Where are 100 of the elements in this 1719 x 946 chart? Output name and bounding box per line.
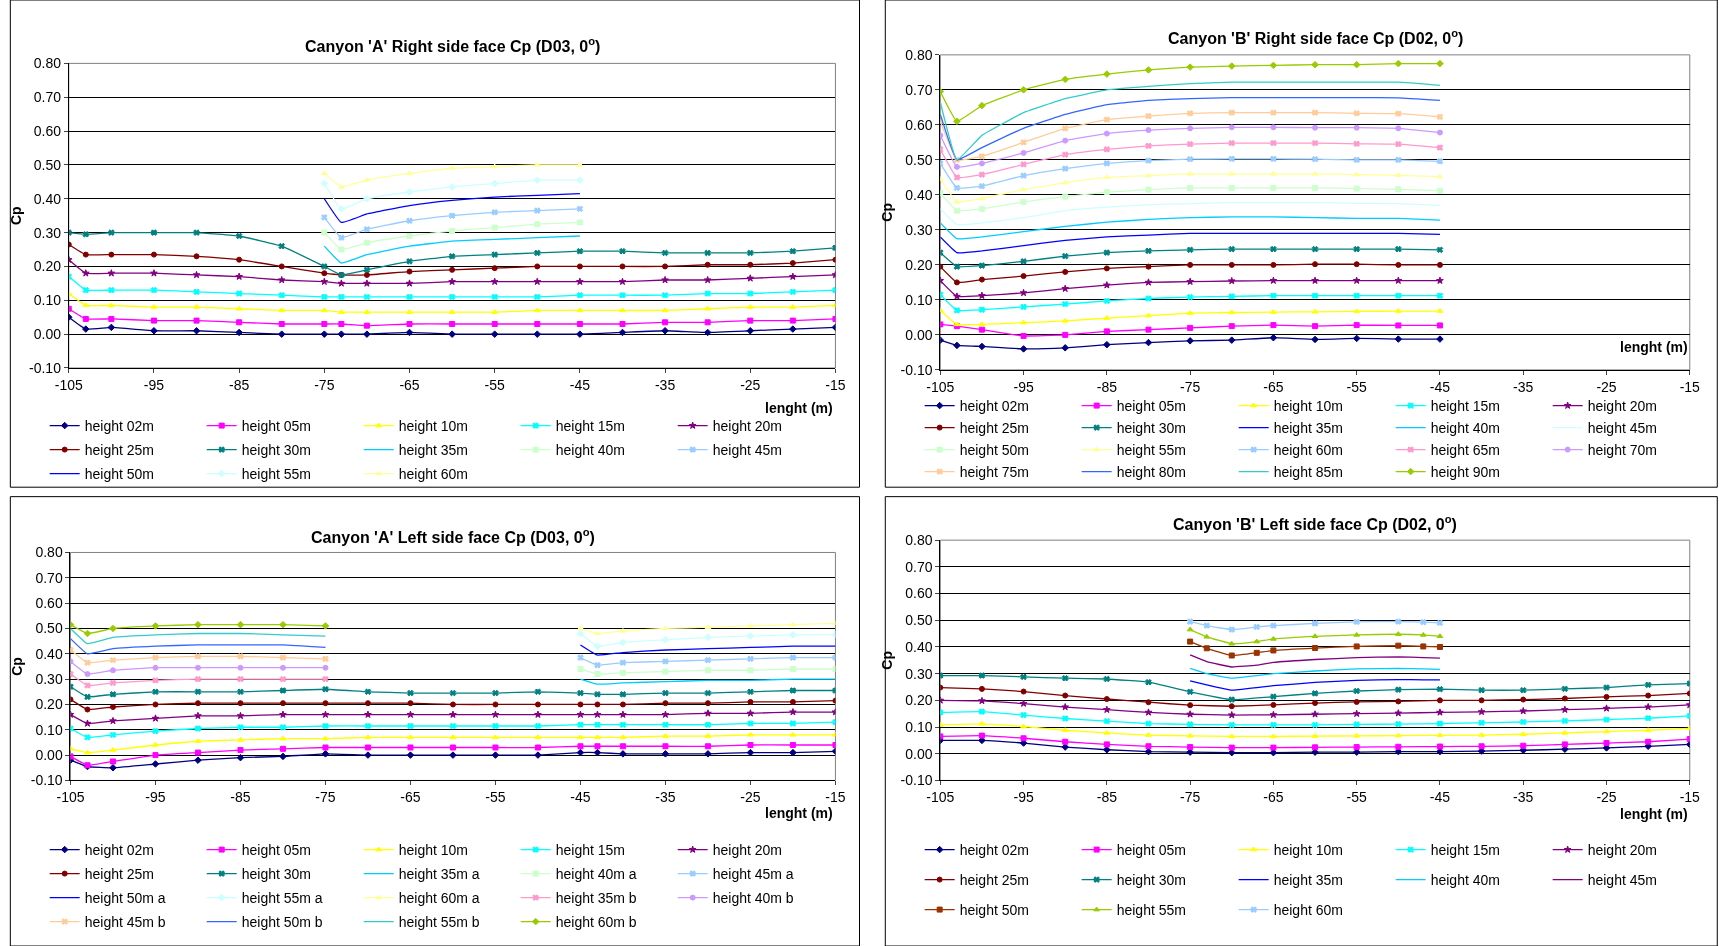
y-tick-label: 0.10: [33, 292, 62, 309]
y-tick-label: 0.30: [905, 665, 933, 682]
legend-label: height 75m: [959, 464, 1029, 481]
y-tick-label: 0.40: [33, 190, 62, 207]
x-axis-title: lenght (m): [765, 805, 833, 821]
x-tick-label: -35: [655, 789, 676, 806]
x-tick-label: -15: [825, 376, 846, 393]
y-tick-label: 0.80: [33, 55, 62, 72]
x-tick-label: -85: [230, 789, 251, 806]
y-tick-label: 0.40: [35, 645, 63, 662]
y-tick-label: 0.80: [905, 532, 933, 549]
legend-label: height 35m: [1273, 872, 1343, 889]
legend-label: height 15m: [555, 418, 625, 435]
x-tick-label: -85: [1096, 378, 1118, 395]
x-tick-label: -65: [1263, 789, 1284, 806]
legend-label: height 20m: [712, 842, 782, 859]
y-tick-label: 0.50: [905, 612, 933, 629]
legend-label: height 45m: [1587, 872, 1657, 889]
y-tick-label: 0.00: [905, 326, 933, 343]
y-tick-label: 0.60: [33, 122, 62, 139]
y-tick-label: 0.80: [905, 46, 933, 63]
chart-title: Canyon 'A' Left side face Cp (D03, 0$^{o}$): [311, 526, 595, 546]
legend-label: height 50m: [959, 902, 1029, 919]
legend-label: height 40m b: [712, 890, 794, 907]
y-tick-label: 0.20: [33, 258, 62, 275]
legend-label: height 40m: [1430, 420, 1500, 437]
legend-label: height 50m: [959, 442, 1029, 459]
legend-label: height 10m: [398, 842, 468, 859]
legend-label: height 40m: [1430, 872, 1500, 889]
legend-label: height 45m a: [712, 866, 794, 883]
legend-label: height 05m: [241, 418, 311, 435]
x-tick-label: -105: [54, 376, 83, 393]
x-axis-title: lenght (m): [1620, 339, 1688, 355]
y-tick-label: -0.10: [900, 772, 933, 789]
legend-label: height 10m: [1273, 842, 1343, 859]
legend-label: height 20m: [1587, 842, 1657, 859]
y-axis-title: Cp: [9, 657, 26, 676]
legend-label: height 65m: [1430, 442, 1500, 459]
legend-label: height 35m: [1273, 420, 1343, 437]
legend-label: height 35m b: [555, 890, 637, 907]
legend-label: height 60m: [1273, 442, 1343, 459]
y-tick-label: 0.50: [33, 156, 62, 173]
x-tick-label: -25: [740, 376, 761, 393]
legend-label: height 45m: [1587, 420, 1657, 437]
y-tick-label: 0.00: [33, 326, 62, 343]
x-tick-label: -55: [1346, 378, 1367, 395]
x-tick-label: -55: [1346, 789, 1367, 806]
legend-label: height 30m: [241, 866, 311, 883]
legend-label: height 55m: [241, 466, 311, 483]
legend-label: height 60m: [1273, 902, 1343, 919]
y-tick-label: 0.20: [905, 692, 933, 709]
x-tick-label: -65: [1263, 378, 1284, 395]
x-tick-label: -85: [229, 376, 250, 393]
y-tick-label: 0.70: [905, 558, 933, 575]
legend-label: height 90m: [1430, 464, 1500, 481]
legend-label: height 15m: [555, 842, 625, 859]
legend-label: height 02m: [84, 418, 154, 435]
y-tick-label: 0.30: [33, 224, 62, 241]
x-tick-label: -45: [1429, 378, 1451, 395]
legend-label: height 30m: [241, 442, 311, 459]
x-tick-label: -75: [1180, 789, 1201, 806]
x-tick-label: -65: [399, 376, 420, 393]
y-tick-label: 0.80: [35, 544, 63, 561]
legend-label: height 05m: [1116, 398, 1186, 415]
legend-label: height 40m a: [555, 866, 637, 883]
legend-label: height 25m: [959, 872, 1029, 889]
legend-label: height 10m: [398, 418, 468, 435]
legend-label: height 50m: [84, 466, 154, 483]
y-tick-label: 0.40: [905, 186, 933, 203]
legend-label: height 50m b: [241, 914, 323, 931]
y-tick-label: 0.30: [35, 671, 63, 688]
y-tick-label: 0.10: [905, 718, 933, 735]
y-tick-label: 0.00: [35, 747, 63, 764]
legend-label: height 70m: [1587, 442, 1657, 459]
legend-label: height 10m: [1273, 398, 1343, 415]
y-tick-label: 0.50: [35, 620, 63, 637]
legend-label: height 55m a: [241, 890, 323, 907]
legend-label: height 02m: [959, 842, 1029, 859]
legend-label: height 25m: [959, 420, 1029, 437]
y-tick-label: 0.70: [35, 569, 63, 586]
legend-label: height 02m: [84, 842, 154, 859]
legend-label: height 80m: [1116, 464, 1186, 481]
legend-label: height 20m: [1587, 398, 1657, 415]
x-tick-label: -25: [1596, 378, 1617, 395]
legend-label: height 55m b: [398, 914, 480, 931]
legend-label: height 25m: [84, 442, 154, 459]
x-tick-label: -75: [1180, 378, 1201, 395]
y-tick-label: -0.10: [900, 361, 933, 378]
legend-label: height 35m: [398, 442, 468, 459]
legend-label: height 45m: [712, 442, 782, 459]
y-axis-title: Cp: [879, 203, 896, 222]
x-tick-label: -15: [1679, 378, 1701, 395]
y-tick-label: 0.70: [33, 89, 62, 106]
x-tick-label: -105: [926, 378, 955, 395]
legend-label: height 35m a: [398, 866, 480, 883]
legend-label: height 60m a: [398, 890, 480, 907]
x-tick-label: -45: [570, 789, 591, 806]
x-tick-label: -25: [740, 789, 761, 806]
y-tick-label: 0.40: [905, 638, 933, 655]
x-tick-label: -95: [1013, 378, 1034, 395]
